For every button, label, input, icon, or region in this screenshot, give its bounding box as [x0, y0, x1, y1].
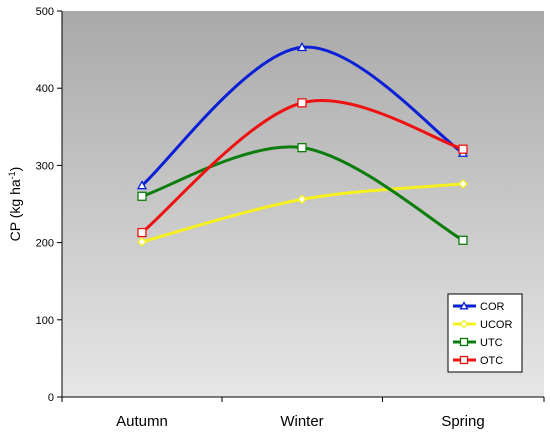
- data-point: [297, 142, 307, 153]
- y-axis-label-sup: -1: [7, 171, 17, 179]
- legend-marker: [459, 337, 469, 347]
- series-utc: [137, 142, 468, 245]
- legend-marker: [459, 355, 469, 365]
- legend-label: OTC: [480, 355, 503, 367]
- x-tick-label: Winter: [280, 413, 323, 430]
- data-point: [458, 144, 468, 154]
- legend-marker: [459, 301, 469, 310]
- data-point: [297, 98, 307, 108]
- legend-item: UTC: [453, 337, 503, 349]
- data-point: [458, 235, 468, 245]
- series-layer: [136, 41, 469, 247]
- legend-label: UTC: [480, 337, 503, 349]
- legend-item: COR: [453, 301, 505, 313]
- data-point: [137, 191, 147, 201]
- y-axis-label: CP (kg ha-1): [7, 167, 23, 242]
- y-tick-label: 200: [36, 238, 54, 250]
- y-tick-label: 100: [36, 315, 54, 327]
- legend-label: UCOR: [480, 319, 512, 331]
- legend-label: COR: [480, 301, 505, 313]
- series-otc: [137, 98, 468, 238]
- data-point: [458, 179, 468, 189]
- series-ucor: [137, 179, 468, 247]
- y-tick-label: 500: [36, 6, 54, 18]
- legend: COR UCOR UTC OTC: [447, 293, 523, 373]
- data-point: [137, 227, 147, 238]
- legend-marker: [459, 319, 469, 329]
- y-tick-label: 300: [36, 160, 54, 172]
- data-point: [136, 180, 148, 190]
- legend-item: OTC: [453, 355, 503, 367]
- x-tick-label: Spring: [441, 413, 484, 430]
- y-tick-label: 400: [36, 83, 54, 95]
- y-tick-label: 0: [48, 392, 54, 404]
- y-axis-label-close: ): [7, 167, 23, 172]
- axes: 0 100 200 300 400 500 Autumn Winter Spring: [36, 6, 545, 430]
- data-point: [297, 194, 307, 205]
- x-tick-label: Autumn: [116, 413, 168, 430]
- y-axis-label-main: CP (kg ha: [7, 179, 23, 241]
- data-point: [296, 41, 308, 52]
- legend-item: UCOR: [453, 319, 512, 331]
- data-point: [137, 236, 147, 247]
